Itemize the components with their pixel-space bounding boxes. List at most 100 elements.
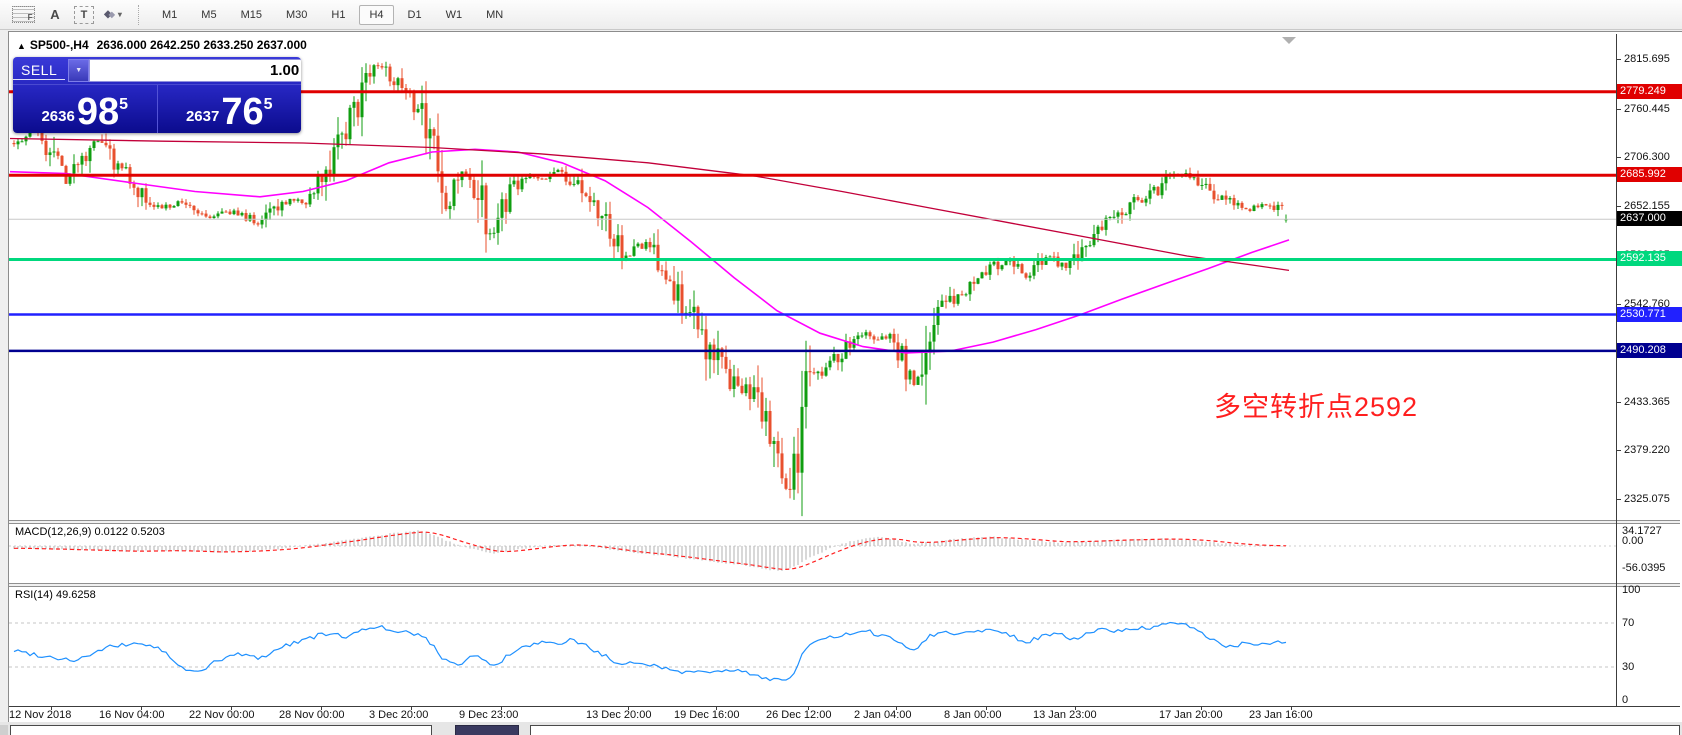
shapes-icon[interactable]: ◆ ◆ ▾	[100, 4, 126, 26]
text-tool-icon[interactable]: T	[74, 5, 94, 24]
sell-price[interactable]: 2636 98 5	[13, 85, 158, 133]
price-level-badge-2779.249: 2779.249	[1617, 83, 1682, 99]
time-axis-label: 23 Jan 16:00	[1249, 709, 1313, 721]
rsi-canvas[interactable]	[9, 587, 1616, 706]
sell-button[interactable]: SELL	[13, 57, 66, 84]
price-level-badge-2530.771: 2530.771	[1617, 306, 1682, 322]
price-axis-tick: 2379.220	[1624, 444, 1670, 457]
timeframe-button-H4[interactable]: H4	[359, 4, 394, 25]
timeframe-button-W1[interactable]: W1	[445, 8, 463, 21]
bottom-tab-strip	[0, 722, 1682, 735]
indicator-list-icon[interactable]: F	[10, 4, 36, 26]
time-tick-mark	[808, 706, 809, 710]
chart-tab-1[interactable]	[10, 725, 432, 735]
time-axis-label: 16 Nov 04:00	[99, 709, 165, 721]
volume-input[interactable]	[89, 59, 301, 82]
macd-canvas[interactable]	[9, 524, 1616, 583]
price-axis-tick: 2760.445	[1624, 102, 1670, 115]
macd-label: MACD(12,26,9) 0.0122 0.5203	[15, 526, 165, 538]
time-tick-mark	[1201, 706, 1202, 710]
price-axis-line	[1616, 34, 1617, 706]
chart-tab-2[interactable]	[530, 725, 1680, 735]
time-tick-mark	[986, 706, 987, 710]
price-axis-tick: 2706.300	[1624, 151, 1670, 164]
macd-axis-label: 34.1727	[1622, 525, 1662, 537]
time-axis-label: 17 Jan 20:00	[1159, 709, 1223, 721]
volume-control: ▼ ▲	[65, 57, 301, 84]
time-tick-mark	[501, 706, 502, 710]
indicator-grid-glyph: F	[11, 6, 35, 23]
time-axis-label: 13 Jan 23:00	[1033, 709, 1097, 721]
time-tick-mark	[231, 706, 232, 710]
time-tick-mark	[1291, 706, 1292, 710]
price-tick-mark	[1616, 499, 1621, 500]
macd-signal-line	[14, 531, 1287, 571]
toolbar: F A T ◆ ◆ ▾ M1 M5 M15 M30 H1 H4 D1 W1 MN	[0, 0, 1682, 30]
price-axis-tick: 2325.075	[1624, 493, 1670, 505]
price-tick-mark	[1616, 401, 1621, 403]
rsi-axis-label: 100	[1622, 584, 1641, 596]
timeframe-button-M30[interactable]: M30	[285, 8, 308, 21]
price-tick-mark	[1616, 450, 1621, 452]
time-axis-label: 13 Dec 20:00	[586, 709, 652, 721]
price-tick-mark	[1616, 205, 1621, 207]
timeframe-button-M15[interactable]: M15	[240, 8, 262, 21]
time-axis-line	[9, 706, 1680, 707]
rsi-label: RSI(14) 49.6258	[15, 589, 96, 601]
buy-price[interactable]: 2637 76 5	[185, 90, 273, 133]
ma-slow-crimson	[9, 137, 1290, 272]
time-axis-label: 22 Nov 00:00	[189, 709, 255, 721]
price-level-badge-2592.135: 2592.135	[1617, 251, 1682, 267]
time-axis-label: 26 Dec 12:00	[766, 709, 832, 721]
price-axis-tick: 2652.155	[1624, 199, 1670, 212]
time-tick-mark	[716, 706, 717, 710]
timeframe-button-MN[interactable]: MN	[486, 8, 504, 21]
price-level-badge-2637.000: 2637.000	[1617, 211, 1682, 227]
time-tick-mark	[628, 706, 629, 710]
macd-axis-label: 0.00	[1622, 535, 1644, 547]
time-tick-mark	[141, 706, 142, 710]
price-tick-mark	[1616, 59, 1621, 60]
timeframe-button-D1[interactable]: D1	[407, 8, 422, 21]
trade-panel-top-row: SELL ▼ ▲ BUY	[13, 57, 301, 85]
rsi-axis-label: 70	[1622, 617, 1635, 629]
price-tick-mark	[1616, 157, 1621, 159]
time-axis-label: 8 Jan 00:00	[944, 709, 1002, 721]
price-chart-canvas[interactable]	[9, 34, 1616, 520]
timeframe-button-M1[interactable]: M1	[162, 8, 178, 21]
timeframe-group: M1 M5 M15 M30 H1 H4 D1 W1 MN	[150, 4, 515, 25]
price-level-badge-2685.992: 2685.992	[1617, 167, 1682, 183]
symbol-timeframe: SP500-,H4	[29, 38, 89, 52]
price-level-badge-2490.208: 2490.208	[1617, 342, 1682, 358]
trade-panel-prices: 2636 98 5 2637 76 5	[13, 85, 301, 133]
rsi-axis-label: 30	[1622, 661, 1635, 673]
price-axis-tick: 2433.365	[1624, 395, 1670, 408]
time-tick-mark	[411, 706, 412, 710]
time-axis-label: 9 Dec 23:00	[459, 709, 519, 721]
ohlc-readout: 2636.000 2642.250 2633.250 2637.000	[96, 38, 307, 52]
time-tick-mark	[896, 706, 897, 710]
time-tick-mark	[1075, 706, 1076, 710]
panel-splitter-macd[interactable]	[9, 520, 1680, 524]
time-tick-mark	[321, 706, 322, 710]
price-axis-tick: 2815.695	[1624, 53, 1670, 65]
time-axis-label: 2 Jan 04:00	[854, 709, 912, 721]
diamond-glyph-2: ◆	[108, 10, 115, 19]
timeframe-button-M5[interactable]: M5	[201, 8, 217, 21]
price-tick-mark	[1616, 303, 1621, 305]
diamond-glyph: ◆	[104, 9, 112, 20]
timeframe-button-H1[interactable]: H1	[331, 8, 346, 21]
collapse-panel-icon[interactable]: ▲	[17, 41, 26, 51]
chart-tab-active[interactable]	[455, 725, 519, 735]
time-axis-label: 3 Dec 20:00	[369, 709, 429, 721]
volume-decrease-button[interactable]: ▼	[68, 59, 90, 82]
time-axis-label: 12 Nov 2018	[9, 709, 72, 721]
text-label-icon[interactable]: A	[50, 7, 60, 22]
chart-window: ▲ SP500-,H4 2636.000 2642.250 2633.250 263…	[8, 31, 1682, 724]
toolbar-separator	[138, 4, 140, 25]
macd-axis-label: -56.0395	[1622, 562, 1666, 574]
panel-splitter-rsi[interactable]	[9, 583, 1680, 587]
bottom-corner-block	[0, 725, 8, 735]
